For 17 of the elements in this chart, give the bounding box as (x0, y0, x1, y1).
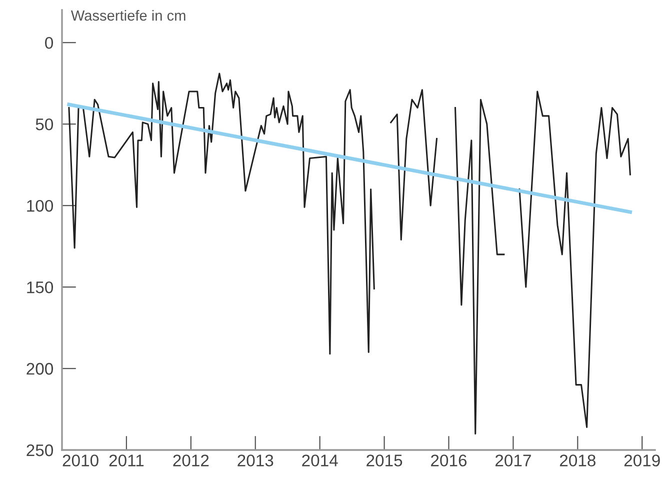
x-tick-label: 2011 (109, 454, 144, 466)
y-tick-label: 0 (45, 36, 54, 49)
y-tick-label: 100 (27, 200, 54, 212)
x-tick-label: 2017 (496, 454, 531, 466)
y-tick-label: 200 (26, 362, 54, 375)
y-axis-title: Wassertiefe in cm (70, 10, 186, 21)
x-tick-label: 2018 (560, 454, 596, 466)
x-tick-label: 2010 (62, 454, 98, 466)
y-tick-label: 150 (27, 281, 54, 294)
y-tick-label: 50 (36, 118, 54, 130)
x-tick-label: 2016 (431, 454, 467, 466)
x-tick-label: 2019 (624, 454, 660, 466)
x-tick-label: 2015 (366, 454, 402, 466)
x-tick-label: 2012 (173, 454, 209, 466)
x-tick-label: 2014 (302, 454, 338, 466)
x-tick-label: 2013 (238, 454, 274, 466)
y-tick-label: 250 (26, 444, 54, 456)
